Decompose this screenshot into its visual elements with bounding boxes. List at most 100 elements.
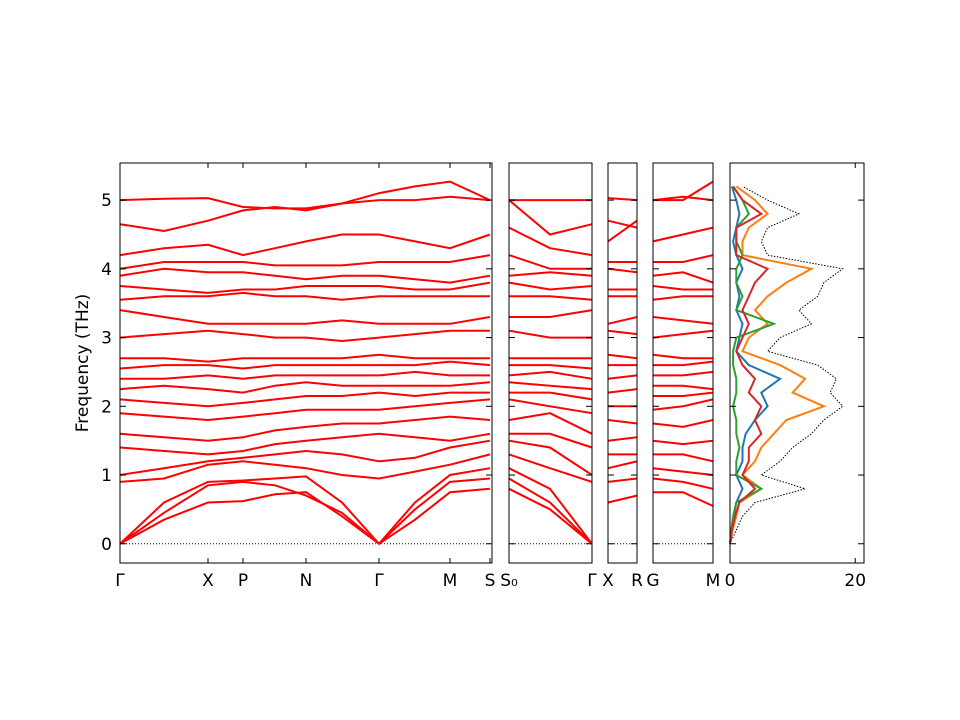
- x-tick-label: Γ: [115, 571, 125, 591]
- band: [508, 467, 593, 545]
- x-tick-label: X: [602, 571, 614, 591]
- band: [508, 398, 593, 415]
- band: [119, 467, 491, 546]
- band: [508, 254, 592, 270]
- band: [652, 271, 714, 284]
- band: [120, 353, 490, 363]
- band: [652, 226, 714, 243]
- band: [509, 391, 593, 401]
- dos-curve: [729, 185, 844, 545]
- band: [119, 415, 491, 442]
- band: [607, 219, 638, 229]
- dos-curve: [729, 185, 770, 544]
- dos-curve: [729, 185, 777, 544]
- band: [607, 477, 638, 483]
- band: [508, 477, 593, 545]
- band: [508, 226, 593, 257]
- band: [508, 281, 593, 291]
- band: [607, 419, 638, 425]
- band: [607, 388, 638, 394]
- band: [120, 370, 490, 380]
- band: [509, 309, 593, 318]
- band: [652, 419, 714, 428]
- panel-frame: [508, 162, 593, 564]
- band: [652, 477, 714, 490]
- y-tick-label: 4: [101, 260, 112, 280]
- band: [508, 453, 593, 483]
- band: [509, 364, 593, 370]
- band: [653, 370, 714, 377]
- y-tick-label: 2: [101, 397, 112, 417]
- band: [119, 477, 491, 546]
- band: [607, 436, 638, 442]
- band: [607, 374, 638, 380]
- band: [119, 281, 491, 294]
- band: [119, 195, 491, 233]
- band: [607, 219, 638, 243]
- band: [119, 398, 491, 422]
- panel-frame: [119, 162, 493, 564]
- band: [653, 384, 714, 391]
- band: [508, 381, 593, 391]
- y-tick-label: 0: [101, 535, 112, 555]
- x-tick-label: 20: [844, 571, 866, 591]
- band: [509, 295, 593, 301]
- band: [653, 180, 714, 202]
- x-tick-label: M: [706, 571, 721, 591]
- band: [653, 360, 714, 367]
- x-tick-label: R: [631, 571, 643, 591]
- band: [119, 267, 491, 284]
- band: [652, 353, 713, 360]
- band: [119, 487, 491, 546]
- y-tick-label: 5: [101, 191, 112, 211]
- band: [607, 460, 638, 470]
- band: [653, 453, 714, 463]
- band: [607, 353, 638, 360]
- x-tick-label: M: [443, 571, 458, 591]
- band: [607, 329, 638, 336]
- band: [119, 381, 491, 394]
- band: [119, 309, 491, 325]
- x-tick-label: X: [202, 571, 214, 591]
- band: [652, 195, 714, 202]
- band: [508, 199, 593, 236]
- y-tick-label: 3: [101, 329, 112, 349]
- band: [653, 391, 714, 397]
- band: [652, 398, 714, 411]
- dos-curve: [729, 185, 827, 544]
- band: [607, 494, 638, 504]
- band: [509, 432, 593, 449]
- x-tick-label: Γ: [374, 571, 384, 591]
- band: [119, 360, 491, 370]
- band: [508, 370, 593, 380]
- band: [607, 267, 638, 274]
- x-tick-label: S: [485, 571, 496, 591]
- band: [119, 439, 491, 476]
- panel-frame: [729, 162, 865, 564]
- band: [652, 439, 714, 446]
- band: [119, 432, 491, 456]
- band: [652, 316, 714, 325]
- x-tick-label: G: [646, 571, 659, 591]
- band: [119, 329, 490, 343]
- band: [653, 491, 714, 507]
- band: [652, 467, 714, 476]
- x-tick-label: Γ: [587, 571, 597, 591]
- band: [119, 291, 490, 301]
- x-tick-label: P: [238, 571, 248, 591]
- band: [119, 180, 491, 210]
- panel-frame: [607, 162, 638, 564]
- band: [508, 271, 593, 277]
- band: [652, 285, 713, 291]
- band: [607, 316, 638, 325]
- band: [508, 412, 593, 435]
- dos-curve: [729, 186, 783, 544]
- x-tick-label: S₀: [500, 571, 518, 591]
- x-tick-label: N: [300, 571, 313, 591]
- band: [508, 329, 592, 339]
- y-tick-label: 1: [101, 466, 112, 486]
- panel-frame: [652, 162, 714, 564]
- band: [119, 233, 491, 257]
- y-axis-label: Frequency (THz): [73, 294, 93, 433]
